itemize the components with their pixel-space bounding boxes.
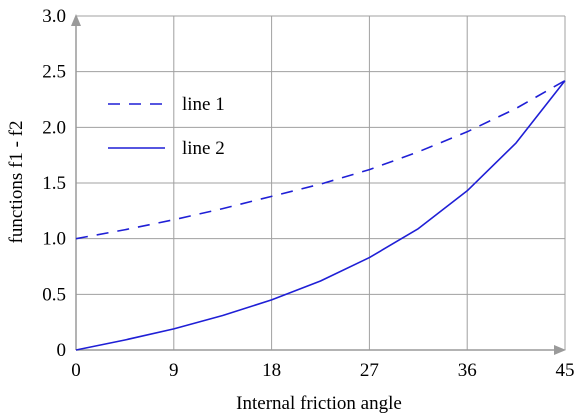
y-tick-label-2.0: 2.0	[42, 117, 66, 138]
series-lines	[75, 79, 566, 351]
y-tick-label-1.5: 1.5	[42, 173, 66, 194]
x-tick-label-0: 0	[71, 360, 81, 381]
series-line-2	[75, 80, 566, 351]
y-axis-arrow-icon	[71, 14, 81, 26]
y-tick-label-2.5: 2.5	[42, 62, 66, 83]
y-tick-label-0: 0	[57, 340, 67, 361]
x-tick-label-45: 45	[556, 360, 575, 381]
x-tick-label-18: 18	[262, 360, 281, 381]
x-tick-label-36: 36	[458, 360, 477, 381]
axes	[71, 14, 566, 355]
legend: line 1 line 2	[108, 94, 225, 159]
y-axis-label: functions f1 - f2	[6, 121, 27, 244]
x-tick-label-9: 9	[169, 360, 179, 381]
y-tick-label-3.0: 3.0	[42, 6, 66, 27]
y-tick-label-1.0: 1.0	[42, 229, 66, 250]
x-axis-label: Internal friction angle	[236, 393, 402, 414]
grid-lines	[76, 15, 566, 350]
x-axis-arrow-icon	[554, 345, 566, 355]
y-tick-label-0.5: 0.5	[42, 284, 66, 305]
x-tick-label-27: 27	[360, 360, 379, 381]
legend-label-line-2: line 2	[182, 138, 225, 159]
tick-labels: 0 9 18 27 36 45 0 0.5 1.0 1.5 2.0 2.5 3.0	[42, 6, 574, 381]
series-line-1	[75, 79, 566, 240]
legend-label-line-1: line 1	[182, 94, 225, 115]
